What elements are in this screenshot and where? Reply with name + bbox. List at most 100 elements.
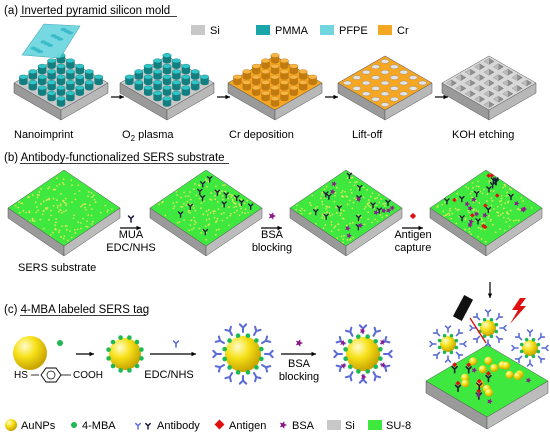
b-aunp-2-14 [204, 225, 207, 228]
b-aunp-1-33 [56, 206, 59, 209]
b-aunp-3-52 [367, 211, 370, 214]
b-aunp-4-108 [500, 197, 503, 200]
c-final-tag-2-mba-5 [482, 317, 487, 322]
c-tag-ab-antibody-1 [261, 363, 272, 373]
b-aunp-2-6 [173, 205, 176, 208]
a-crpillar-3-3-3-body [289, 77, 298, 83]
b-antigen-3 [481, 223, 486, 229]
panel-a-step-5 [441, 55, 537, 121]
b-antibody-3-11-shape [336, 205, 343, 212]
c-final-tag-3-ab-shape-7 [537, 332, 546, 341]
a-hole-4-0 [380, 59, 390, 64]
b-aunp-3-125 [367, 199, 370, 201]
b-aunp-2-117 [221, 205, 224, 207]
b-aunp-1-126 [106, 209, 109, 212]
a-hole-2-0 [362, 69, 371, 75]
c-final-tag-3-mba-1 [531, 354, 536, 359]
b-aunp-4-59 [464, 228, 467, 231]
legend-pfpe-label: PFPE [339, 25, 368, 37]
a-crpillar-3-1-1-base [252, 80, 261, 86]
c-final-tag-1-ab-4 [429, 340, 437, 348]
c-final-aunp-11 [505, 370, 514, 379]
a-crpillar-3-0-0-base [233, 80, 242, 86]
b-aunp-1-119 [31, 194, 34, 196]
c-final-tag-2-ab-3 [472, 335, 481, 344]
c-final-tag-3-mba-2 [524, 354, 529, 359]
a-pillar-1-1-1-cap [37, 74, 47, 80]
b-aunp-3-45 [339, 209, 342, 211]
c-final-tag-2-mba-0 [494, 329, 499, 334]
b-aunp-3-75 [362, 186, 365, 189]
c-final-tag-3-ab-shape-2-shape [526, 359, 534, 367]
b-aunp-3-68 [301, 207, 303, 210]
b-aunp-4-104 [484, 240, 487, 243]
b-aunp-4-117 [481, 222, 484, 225]
b-aunp-1-26 [28, 210, 31, 213]
c-tag-bsa-bsa-0 [380, 362, 387, 369]
c-tag-ab-antibody-9 [238, 323, 248, 334]
b-aunp-4-46 [480, 217, 483, 220]
a-pyramid-face-0-4 [484, 101, 489, 108]
b-bsa-3-6 [330, 188, 336, 195]
legend-bsa-label: BSA [292, 420, 315, 432]
a-pillar-1-4-4-cap [94, 74, 104, 80]
b-aunp-1-115 [52, 231, 54, 234]
b-aunp-4-69 [499, 214, 502, 216]
b-aunp-3-47 [350, 191, 353, 194]
b-aunp-1-22 [69, 230, 71, 233]
c-tag-ab-mba-0 [259, 356, 264, 362]
a-pillar-2-1-3-cap [162, 85, 172, 91]
legend-su8-swatch [368, 420, 382, 430]
a-pillar-1-3-2-body [66, 71, 75, 78]
b-bsa-3-2 [346, 232, 352, 239]
b-aunp-1-134 [91, 196, 94, 199]
b-aunp-3-41 [363, 223, 366, 226]
b-arrow1-antibody-icon [127, 215, 135, 223]
b-aunp-1-111 [22, 209, 25, 212]
c-tag-mba-mba-0 [139, 356, 144, 361]
b-aunp-2-138 [212, 212, 215, 215]
a-crpillar-3-0-3-base [261, 97, 270, 102]
b-aunp-4-13 [456, 192, 459, 195]
b-aunp-3-108 [337, 229, 340, 231]
b-aunp-3-40 [295, 208, 298, 211]
b-aunp-4-31 [442, 210, 445, 213]
c-final-tag-3 [511, 329, 549, 367]
c-final-tag-3-mba-7 [536, 342, 541, 347]
b-antibody-3-3-shape [376, 207, 382, 214]
b-aunp-2-0 [200, 202, 203, 205]
c-final-tag-2-ab-shape-0 [499, 324, 507, 332]
c-final-tag-1-mba-3 [437, 345, 442, 350]
c-final-tag-2-ab-shape-6-shape [484, 309, 492, 317]
c-tag-bsa-bsa-1-shape [361, 374, 367, 380]
b-aunp-4-83 [503, 229, 506, 232]
b-aunp-1-23 [46, 198, 49, 201]
c-final-tag-2-mba-7 [494, 322, 499, 327]
a-pillar-2-1-4-base [172, 97, 181, 102]
a-pillar-1-3-2-base [66, 75, 75, 80]
b-aunp-4-57 [437, 204, 439, 207]
b-aunp-2-105 [239, 198, 242, 201]
legend-pfpe-swatch [320, 25, 334, 35]
b-aunp-1-109 [49, 209, 52, 212]
a-pyramid-face-2-2 [484, 80, 489, 86]
b-aunp-1-82 [71, 201, 73, 204]
legend-si-swatch [191, 25, 205, 35]
a-pillar-2-1-3-base [162, 91, 172, 96]
b-aunp-3-54 [335, 211, 338, 214]
b-aunp-2-60 [231, 198, 234, 201]
c-tag-ab-antibody-6 [212, 349, 223, 359]
a-pillar-1-0-3-base [47, 97, 56, 102]
a-crpillar-3-2-0-body [252, 66, 261, 73]
c-tag-bsa-antibody-shape-2 [372, 371, 382, 382]
a-hole-2-1 [371, 75, 380, 80]
b-bsa-4-9 [464, 201, 471, 207]
a-pyramid-face-3-4 [512, 85, 518, 92]
c-tag-bsa-antibody-shape-6-shape [333, 349, 344, 359]
c-tag-ab-antibody-11 [261, 335, 272, 345]
b-antibody-2-1-shape [221, 201, 227, 208]
a-pillar-1-1-0-base [28, 75, 37, 80]
a-hole-4-4 [418, 80, 427, 86]
c-benzene-ring-inner [46, 370, 56, 380]
a-crpillar-3-2-2-cap [270, 74, 280, 80]
